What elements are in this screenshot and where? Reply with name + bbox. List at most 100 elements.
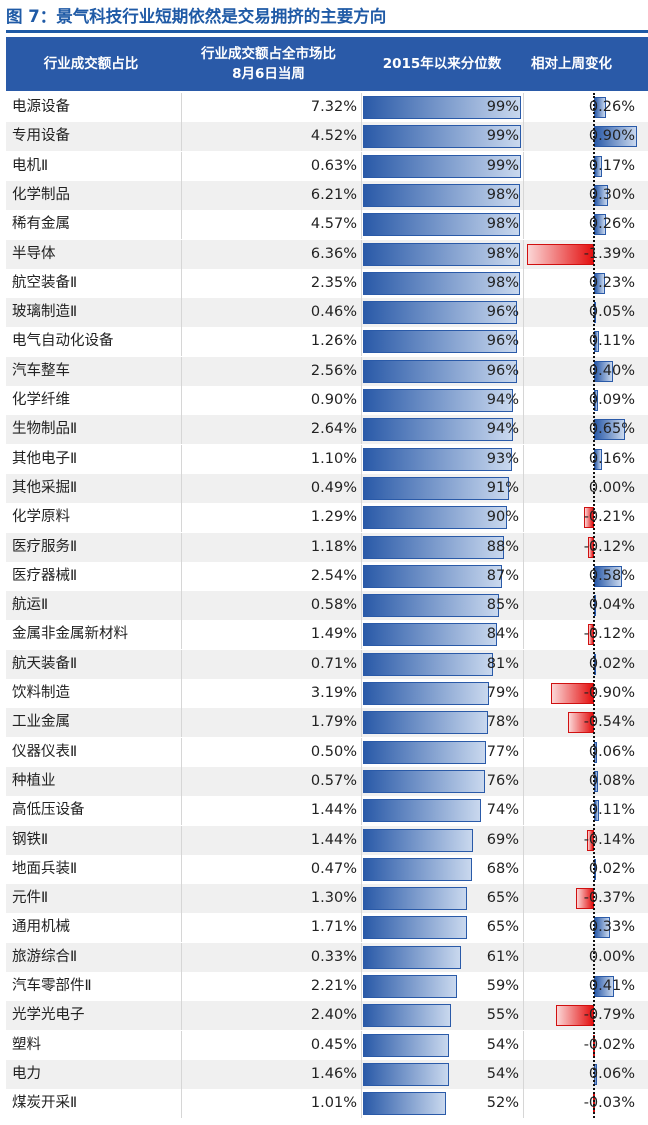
column-divider (181, 444, 182, 474)
column-divider (181, 532, 182, 562)
market-share-value: 0.50% (310, 743, 357, 760)
column-divider (181, 972, 182, 1001)
header-col1-label: 行业成交额占比 (43, 56, 139, 72)
percentile-text: 65% (486, 919, 519, 936)
header-col2-line2: 8月6日当周 (232, 66, 305, 82)
change-text: -1.39% (583, 245, 635, 262)
percentile-value: 81% (361, 650, 519, 679)
column-divider (523, 766, 524, 796)
percentile-bar (363, 916, 467, 940)
percentile-value: 68% (361, 855, 519, 884)
percentile-bar (363, 330, 517, 354)
percentile-bar (363, 183, 520, 207)
change-text: 0.00% (588, 479, 635, 496)
market-share-value: 0.58% (310, 597, 357, 614)
column-divider (181, 620, 182, 650)
market-share-value: 1.30% (310, 890, 357, 907)
column-divider (181, 561, 182, 591)
percentile-value: 85% (361, 591, 519, 620)
weekly-change-value: 0.00% (521, 474, 635, 503)
column-divider (181, 884, 182, 914)
industry-name: 旅游综合Ⅱ (12, 948, 78, 965)
percentile-value: 94% (361, 415, 519, 444)
column-divider (361, 151, 362, 181)
industry-name: 光学光电子 (12, 1007, 85, 1024)
weekly-change-value: 0.23% (521, 269, 635, 298)
column-divider (523, 444, 524, 474)
change-text: 0.08% (588, 772, 635, 789)
column-divider (523, 679, 524, 708)
market-share-value: 1.71% (310, 919, 357, 936)
percentile-bar (363, 1092, 447, 1116)
column-divider (361, 942, 362, 972)
column-divider (523, 1030, 524, 1060)
table-row: 种植业 0.57% 76% 0.08% (6, 766, 648, 796)
table-row: 化学纤维 0.90% 94% 0.09% (6, 386, 648, 415)
percentile-text: 85% (486, 597, 519, 614)
column-divider (523, 151, 524, 181)
change-text: 0.41% (588, 978, 635, 994)
market-share-value: 1.29% (310, 509, 357, 526)
column-divider (523, 1001, 524, 1031)
percentile-bar (363, 1033, 450, 1057)
column-divider (361, 356, 362, 386)
percentile-bar (363, 769, 485, 793)
percentile-bar (363, 154, 522, 178)
percentile-value: 87% (361, 562, 519, 591)
title-underline (6, 30, 648, 33)
percentile-value: 84% (361, 620, 519, 649)
percentile-value: 69% (361, 826, 519, 855)
table-header: 行业成交额占比 行业成交额占全市场比 8月6日当周 2015年以来分位数 相对上… (6, 37, 648, 91)
column-divider (523, 620, 524, 650)
column-divider (361, 327, 362, 357)
table-row: 电力 1.46% 54% 0.06% (6, 1059, 648, 1089)
table-row: 煤炭开采Ⅱ 1.01% 52% -0.03% (6, 1089, 648, 1119)
industry-name: 地面兵装Ⅱ (12, 860, 78, 877)
column-divider (361, 415, 362, 445)
percentile-text: 93% (486, 450, 519, 467)
market-share-value: 0.47% (310, 860, 357, 877)
market-share-value: 2.56% (310, 362, 357, 379)
header-col2-line1: 行业成交额占全市场比 (201, 46, 336, 62)
change-text: 0.05% (588, 304, 635, 321)
column-divider (361, 298, 362, 328)
table-row: 玻璃制造Ⅱ 0.46% 96% 0.05% (6, 298, 648, 328)
market-share-value: 2.35% (310, 274, 357, 291)
weekly-change-value: -0.03% (521, 1089, 635, 1118)
market-share-value: 2.40% (310, 1007, 357, 1024)
column-divider (361, 1059, 362, 1089)
percentile-value: 65% (361, 913, 519, 942)
change-text: -0.14% (583, 831, 635, 848)
change-text: -0.03% (583, 1095, 635, 1112)
table-row: 医疗服务Ⅱ 1.18% 88% -0.12% (6, 532, 648, 562)
change-text: -0.12% (583, 538, 635, 555)
percentile-bar (363, 96, 522, 119)
column-divider (523, 1059, 524, 1089)
table-row: 钢铁Ⅱ 1.44% 69% -0.14% (6, 825, 648, 855)
table-row: 化学原料 1.29% 90% -0.21% (6, 503, 648, 533)
market-share-value: 1.26% (310, 333, 357, 350)
column-divider (523, 268, 524, 298)
table-row: 航天装备Ⅱ 0.71% 81% 0.02% (6, 649, 648, 679)
industry-name: 工业金属 (12, 714, 70, 731)
percentile-text: 65% (486, 890, 519, 907)
table-row: 电源设备 7.32% 99% 0.26% (6, 93, 648, 122)
column-divider (181, 327, 182, 357)
industry-name: 电源设备 (12, 99, 70, 115)
column-divider (181, 268, 182, 298)
header-market-share: 行业成交额占全市场比 8月6日当周 (176, 37, 361, 91)
column-divider (523, 532, 524, 562)
weekly-change-value: -0.12% (521, 620, 635, 649)
weekly-change-value: 0.00% (521, 943, 635, 972)
weekly-change-value: 0.06% (521, 1060, 635, 1089)
table-row: 生物制品Ⅱ 2.64% 94% 0.65% (6, 415, 648, 445)
column-divider (361, 854, 362, 884)
column-divider (523, 327, 524, 357)
change-text: 0.04% (588, 597, 635, 614)
column-divider (523, 591, 524, 621)
column-divider (361, 972, 362, 1001)
column-divider (523, 825, 524, 855)
percentile-text: 61% (486, 948, 519, 965)
percentile-text: 84% (486, 626, 519, 643)
percentile-text: 94% (486, 421, 519, 438)
